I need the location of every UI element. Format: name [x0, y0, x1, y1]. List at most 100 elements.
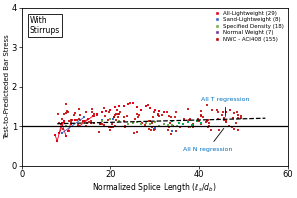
Point [206, 122, 211, 125]
Point [196, 119, 201, 122]
Point [204, 120, 209, 124]
Point [99, 123, 104, 126]
Point [190, 123, 195, 126]
Point [81, 116, 86, 119]
Point [82, 119, 86, 122]
Point [201, 116, 206, 119]
Point [89, 119, 94, 123]
Point [67, 129, 72, 132]
Point [148, 128, 153, 131]
X-axis label: Normalized Splice Length ($\ell_s/d_b$): Normalized Splice Length ($\ell_s/d_b$) [92, 181, 217, 194]
Point [64, 109, 69, 112]
Point [159, 113, 164, 117]
Point [222, 116, 226, 120]
Point [147, 120, 152, 123]
Point [198, 115, 203, 118]
Point [97, 122, 102, 126]
Point [152, 127, 157, 130]
Point [210, 108, 214, 111]
Point [187, 119, 191, 122]
Point [121, 120, 126, 123]
Point [226, 125, 231, 128]
Point [76, 108, 81, 111]
Point [151, 116, 155, 119]
Point [99, 119, 104, 122]
Point [75, 118, 80, 121]
Point [73, 111, 78, 114]
Point [64, 134, 68, 138]
Point [68, 123, 73, 126]
Point [170, 129, 175, 132]
Point [143, 104, 148, 107]
Point [204, 103, 209, 107]
Point [96, 130, 101, 133]
Point [215, 108, 220, 111]
Point [235, 117, 240, 120]
Point [86, 117, 91, 121]
Point [75, 124, 80, 127]
Point [117, 104, 121, 107]
Point [230, 125, 234, 128]
Point [116, 112, 121, 115]
Point [228, 109, 233, 112]
Point [216, 110, 221, 113]
Point [111, 126, 116, 129]
Point [63, 111, 68, 114]
Point [134, 113, 139, 116]
Point [122, 124, 127, 128]
Point [178, 126, 183, 129]
Point [91, 121, 96, 124]
Point [209, 129, 214, 132]
Point [205, 119, 210, 122]
Point [152, 108, 157, 111]
Point [108, 128, 113, 131]
Point [161, 111, 166, 114]
Point [140, 122, 144, 125]
Point [215, 118, 220, 121]
Point [115, 116, 120, 119]
Point [110, 117, 115, 121]
Point [194, 120, 199, 123]
Point [198, 122, 203, 126]
Point [170, 124, 175, 127]
Point [57, 132, 62, 135]
Point [157, 125, 162, 128]
Point [90, 107, 94, 110]
Point [167, 125, 171, 129]
Point [117, 120, 121, 123]
Point [143, 121, 148, 125]
Point [150, 122, 155, 125]
Point [173, 129, 178, 133]
Point [123, 125, 128, 129]
Point [166, 114, 171, 117]
Point [92, 112, 97, 116]
Point [236, 128, 240, 131]
Point [115, 112, 120, 115]
Point [109, 126, 114, 129]
Point [111, 115, 116, 118]
Point [205, 125, 210, 128]
Point [94, 113, 99, 117]
Point [190, 123, 195, 127]
Point [217, 128, 222, 131]
Point [169, 115, 173, 118]
Point [81, 120, 86, 123]
Point [66, 110, 70, 113]
Point [135, 116, 140, 119]
Point [130, 121, 135, 125]
Point [171, 125, 176, 128]
Point [55, 140, 60, 143]
Point [97, 122, 102, 125]
Point [143, 123, 147, 127]
Point [199, 113, 204, 116]
Point [84, 125, 89, 128]
Point [121, 115, 126, 118]
Point [198, 110, 203, 113]
Point [56, 112, 61, 116]
Point [231, 111, 236, 115]
Legend: All-Lightweight (29), Sand-Lightweight (8), Specified Density (18), Normal Weigh: All-Lightweight (29), Sand-Lightweight (… [210, 10, 285, 43]
Point [53, 133, 57, 136]
Point [146, 104, 151, 107]
Point [174, 125, 179, 128]
Point [187, 118, 192, 121]
